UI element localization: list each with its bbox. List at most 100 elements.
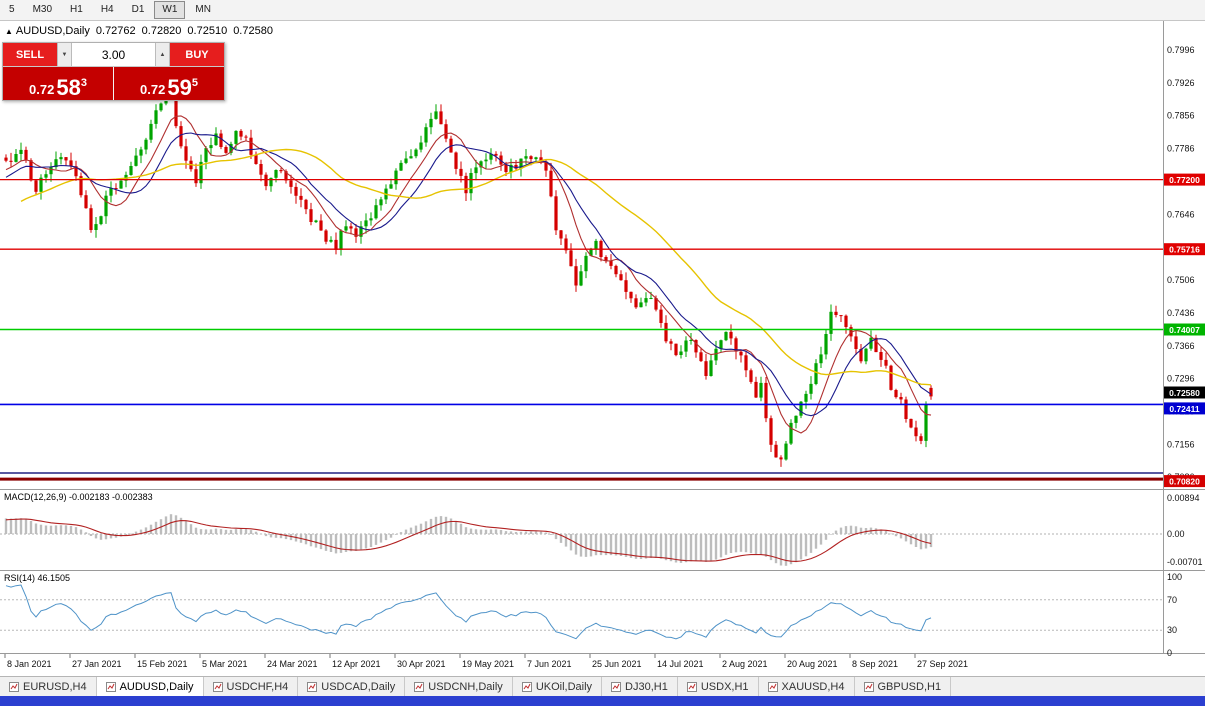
macd-histogram-bar bbox=[689, 534, 693, 562]
candle-body bbox=[709, 360, 713, 376]
macd-histogram-bar bbox=[19, 518, 23, 534]
tab-xauusd-h4[interactable]: XAUUSD,H4 bbox=[759, 677, 855, 696]
candle-body bbox=[119, 180, 123, 189]
sell-button[interactable]: SELL bbox=[3, 43, 57, 66]
sell-price-display: 0.72 58 3 bbox=[3, 67, 113, 100]
macd-histogram-bar bbox=[319, 534, 323, 550]
price-axis-label: 0.7156 bbox=[1167, 439, 1195, 449]
candle-body bbox=[149, 123, 153, 140]
macd-histogram-bar bbox=[39, 524, 43, 534]
candle-body bbox=[219, 133, 223, 147]
candle-body bbox=[859, 349, 863, 362]
timeframe-button-d1[interactable]: D1 bbox=[131, 4, 145, 15]
chart-tab-icon bbox=[307, 681, 318, 692]
candle-body bbox=[299, 195, 303, 200]
candle-body bbox=[224, 147, 228, 153]
tab-usdcnh-daily[interactable]: USDCNH,Daily bbox=[405, 677, 513, 696]
price-axis-label: 0.7926 bbox=[1167, 78, 1195, 88]
candle-body bbox=[574, 266, 578, 286]
buy-button[interactable]: BUY bbox=[170, 43, 224, 66]
candle-body bbox=[99, 216, 103, 225]
macd-histogram-bar bbox=[49, 525, 53, 534]
timeframe-button-m30[interactable]: M30 bbox=[32, 4, 53, 15]
candle-body bbox=[209, 145, 213, 149]
timeframe-button-h1[interactable]: H1 bbox=[70, 4, 83, 15]
tab-usdcad-daily[interactable]: USDCAD,Daily bbox=[298, 677, 406, 696]
sell-price-base: 0.72 bbox=[29, 82, 55, 97]
candle-body bbox=[204, 148, 208, 162]
chart-tab-icon bbox=[212, 681, 223, 692]
candle-body bbox=[589, 249, 593, 256]
price-badge-0.77200-bg bbox=[1164, 173, 1205, 186]
candle-body bbox=[689, 340, 693, 341]
macd-histogram-bar bbox=[544, 532, 548, 534]
tab-dj30-h1[interactable]: DJ30,H1 bbox=[602, 677, 678, 696]
macd-histogram-bar bbox=[289, 534, 293, 541]
candle-body bbox=[214, 133, 218, 146]
buy-price-big: 59 bbox=[167, 75, 192, 100]
macd-histogram-bar bbox=[149, 524, 153, 534]
candle-body bbox=[664, 322, 668, 342]
candle-body bbox=[184, 146, 188, 161]
candle-body bbox=[39, 177, 43, 192]
macd-histogram-bar bbox=[589, 534, 593, 557]
macd-histogram-bar bbox=[349, 534, 353, 552]
macd-histogram-bar bbox=[514, 532, 518, 534]
macd-histogram-bar bbox=[409, 527, 413, 534]
ohlc-high: 0.72820 bbox=[141, 25, 182, 37]
macd-histogram-bar bbox=[64, 525, 68, 534]
candle-body bbox=[364, 220, 368, 227]
candle-body bbox=[919, 436, 923, 441]
chart-canvas[interactable]: 0.79960.79260.78560.77860.77160.76460.75… bbox=[0, 0, 1205, 676]
candle-body bbox=[399, 162, 403, 171]
tab-usdchf-h4[interactable]: USDCHF,H4 bbox=[204, 677, 299, 696]
timeframe-button-w1[interactable]: W1 bbox=[154, 1, 186, 19]
macd-histogram-bar bbox=[244, 528, 248, 534]
macd-histogram-bar bbox=[199, 529, 203, 534]
candle-body bbox=[544, 161, 548, 171]
tab-eurusd-h4[interactable]: EURUSD,H4 bbox=[0, 677, 97, 696]
tab-ukoil-daily[interactable]: UKOil,Daily bbox=[513, 677, 603, 696]
timeframe-button-5[interactable]: 5 bbox=[9, 4, 15, 15]
macd-histogram-bar bbox=[239, 528, 243, 534]
ohlc-low: 0.72510 bbox=[187, 25, 228, 37]
tab-label: USDCAD,Daily bbox=[321, 680, 396, 693]
candle-body bbox=[64, 157, 68, 161]
macd-histogram-bar bbox=[724, 534, 728, 555]
tab-usdx-h1[interactable]: USDX,H1 bbox=[678, 677, 759, 696]
candle-body bbox=[809, 383, 813, 394]
macd-histogram-bar bbox=[274, 534, 278, 538]
candle-body bbox=[829, 311, 833, 334]
candle-body bbox=[434, 111, 438, 119]
timeframe-button-h4[interactable]: H4 bbox=[100, 4, 114, 15]
macd-histogram-bar bbox=[254, 531, 258, 534]
tab-audusd-daily[interactable]: AUDUSD,Daily bbox=[96, 677, 204, 696]
macd-histogram-bar bbox=[314, 534, 318, 548]
chart-tab-icon bbox=[414, 681, 425, 692]
timeframe-button-mn[interactable]: MN bbox=[195, 4, 211, 15]
candle-body bbox=[129, 166, 133, 175]
lot-decrease-button[interactable]: ▼ bbox=[57, 43, 72, 66]
sell-price-sup: 3 bbox=[80, 77, 87, 89]
macd-histogram-bar bbox=[394, 534, 398, 535]
rsi-axis-label: 70 bbox=[1167, 595, 1177, 605]
candle-body bbox=[144, 139, 148, 150]
macd-histogram-bar bbox=[564, 534, 568, 547]
tab-label: UKOil,Daily bbox=[535, 680, 593, 693]
candle-body bbox=[659, 309, 663, 323]
tab-gbpusd-h1[interactable]: GBPUSD,H1 bbox=[855, 677, 952, 696]
rsi-axis-label: 30 bbox=[1167, 625, 1177, 635]
macd-histogram-bar bbox=[354, 534, 358, 551]
candle-body bbox=[4, 157, 8, 161]
macd-axis-label: 0.00894 bbox=[1167, 493, 1200, 503]
candle-body bbox=[569, 250, 573, 267]
candle-body bbox=[389, 184, 393, 189]
candle-body bbox=[734, 338, 738, 352]
lot-size-input[interactable] bbox=[72, 43, 155, 66]
candle-body bbox=[154, 110, 158, 124]
lot-increase-button[interactable]: ▲ bbox=[155, 43, 170, 66]
macd-histogram-bar bbox=[169, 514, 173, 534]
macd-histogram-bar bbox=[84, 532, 88, 534]
macd-histogram-bar bbox=[374, 534, 378, 545]
candle-body bbox=[269, 177, 273, 187]
